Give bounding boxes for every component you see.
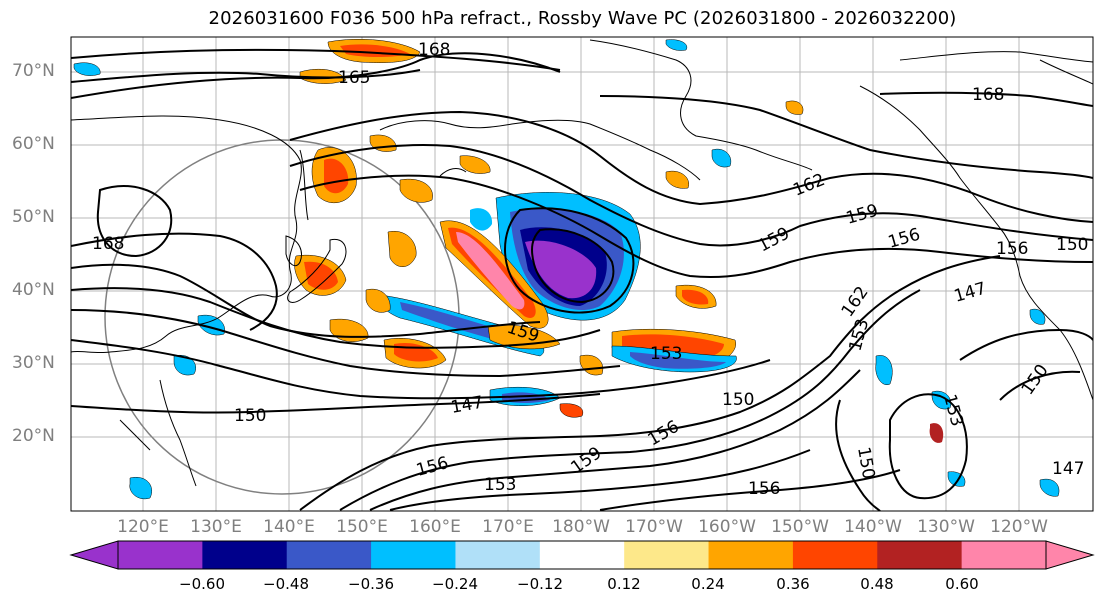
contour-label: 150: [1056, 235, 1088, 255]
colorbar-cell: [624, 541, 710, 569]
colorbar-outline: [117, 540, 1047, 570]
lon-label: 150°W: [771, 517, 829, 537]
map-title: 2026031600 F036 500 hPa refract., Rossby…: [208, 8, 957, 29]
contour-label: 168: [972, 85, 1004, 105]
lon-label: 140°E: [263, 517, 315, 537]
lat-label-60n: 60°N: [12, 134, 55, 154]
lon-label: 170°E: [482, 517, 534, 537]
coastlines: [71, 39, 1093, 487]
lon-label: 140°W: [844, 517, 902, 537]
colorbar-tick-label: 0.48: [860, 575, 894, 593]
colorbar-tick-label: 0.36: [776, 575, 810, 593]
colorbar-extend-low: [69, 540, 119, 570]
lat-label-40n: 40°N: [12, 280, 55, 300]
lon-label: 130°W: [917, 517, 975, 537]
colorbar-cell: [961, 541, 1047, 569]
colorbar-tick-label: 0.24: [691, 575, 725, 593]
colorbar-cell: [708, 541, 794, 569]
colorbar-cell: [539, 541, 625, 569]
colorbar-tick-label: −0.48: [263, 575, 309, 593]
colorbar-cell: [286, 541, 372, 569]
contour-label: 156: [748, 479, 780, 499]
lat-label-30n: 30°N: [12, 353, 55, 373]
map-frame: [70, 36, 1094, 512]
colorbar-cell: [371, 541, 456, 569]
colorbar-cell: [877, 541, 963, 569]
contour-label: 168: [92, 234, 124, 254]
colorbar-tick-label: 0.12: [607, 575, 641, 593]
lon-label: 170°W: [625, 517, 683, 537]
colorbar-cell: [118, 541, 203, 569]
colorbar-tick-label: 0.60: [945, 575, 979, 593]
lat-label-20n: 20°N: [12, 426, 55, 446]
contour-label: 168: [418, 40, 450, 60]
colorbar-cell: [202, 541, 288, 569]
height-contours: [71, 49, 1093, 511]
colorbar-extend-high: [1045, 540, 1095, 570]
colorbar-tick-label: −0.24: [432, 575, 478, 593]
lon-label: 120°W: [990, 517, 1048, 537]
lat-label-50n: 50°N: [12, 207, 55, 227]
contour-label: 153: [650, 344, 682, 364]
lon-label: 180°W: [552, 517, 610, 537]
lon-label: 160°W: [698, 517, 756, 537]
contour-label: 165: [338, 68, 370, 88]
colorbar: [69, 540, 1095, 570]
colorbar-tick-label: −0.36: [348, 575, 394, 593]
contour-label: 150: [722, 390, 754, 410]
lon-label: 150°E: [336, 517, 388, 537]
colorbar-cell: [792, 541, 878, 569]
contour-label: 147: [1052, 459, 1084, 479]
anomaly-fills: [73, 38, 1060, 500]
lon-label: 120°E: [117, 517, 169, 537]
lon-label: 160°E: [409, 517, 461, 537]
contour-label: 156: [996, 239, 1028, 259]
colorbar-tick-label: −0.12: [517, 575, 563, 593]
colorbar-tick-label: −0.60: [179, 575, 225, 593]
contour-label: 150: [234, 406, 266, 426]
contour-label: 153: [484, 475, 516, 495]
lat-label-70n: 70°N: [12, 61, 55, 81]
colorbar-cell: [455, 541, 541, 569]
lon-label: 130°E: [190, 517, 242, 537]
